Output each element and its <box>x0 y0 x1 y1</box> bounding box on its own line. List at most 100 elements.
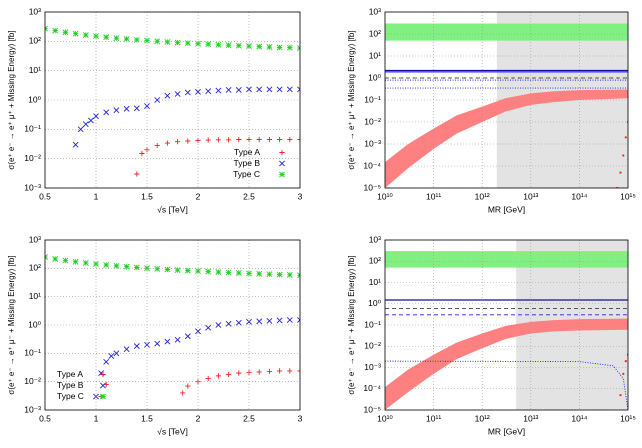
x-tick-label: 10¹¹ <box>426 191 441 201</box>
point <box>82 32 89 38</box>
y-tick-label: 10¹ <box>29 291 41 301</box>
y-tick-label: 10⁻² <box>364 341 381 351</box>
point <box>144 147 150 153</box>
point <box>77 126 84 133</box>
point <box>215 87 222 94</box>
point <box>286 44 293 51</box>
point <box>226 371 232 378</box>
frame <box>44 239 301 411</box>
point <box>236 136 242 143</box>
panel: 0.5 1 1.5 2 2.5 3 10⁻³ 10⁻² 10⁻¹ 10⁰ 10¹ 10² 10³ √s [… <box>7 6 303 214</box>
point <box>184 89 191 96</box>
point <box>144 103 150 110</box>
point <box>123 346 130 353</box>
y-tick-label: 10⁻² <box>364 116 381 126</box>
x-tick-label: 0.5 <box>39 413 51 423</box>
point <box>139 150 145 157</box>
point <box>246 86 252 93</box>
point <box>297 317 300 323</box>
point <box>286 317 293 323</box>
point <box>154 142 160 149</box>
point <box>154 38 161 45</box>
point <box>133 343 140 350</box>
frame <box>44 11 301 189</box>
point <box>184 333 191 340</box>
point <box>154 340 161 347</box>
point <box>256 43 263 50</box>
point <box>256 86 263 93</box>
band <box>385 251 628 268</box>
point <box>256 270 263 277</box>
point <box>185 383 191 389</box>
legend-marker <box>100 382 106 389</box>
y-tick-label: 10⁰ <box>368 298 381 308</box>
y-tick-label: 10³ <box>29 6 41 16</box>
y-tick-label: 10⁻¹ <box>24 348 41 358</box>
point <box>225 269 232 276</box>
point <box>205 137 211 143</box>
point <box>174 267 181 273</box>
point <box>624 136 627 139</box>
point <box>215 373 221 379</box>
point <box>72 258 79 265</box>
x-axis-label: √s [TeV] <box>157 204 188 214</box>
x-tick-label: 3 <box>298 191 303 201</box>
y-tick-label: 10⁻² <box>24 153 41 163</box>
y-tick-label: 10³ <box>369 6 381 16</box>
point <box>144 341 150 348</box>
x-tick-label: 2.5 <box>243 191 255 201</box>
point <box>123 105 130 112</box>
point <box>266 136 272 143</box>
point <box>205 324 212 331</box>
point <box>205 41 212 48</box>
point <box>144 37 150 44</box>
panel: 10¹⁰ 10¹¹ 10¹² 10¹³ 10¹⁴ 10¹⁵ 10⁻⁵ 10⁻⁴ 10⁻³ 10⁻²… <box>347 234 636 436</box>
point <box>123 263 130 270</box>
line <box>385 360 628 410</box>
legend-marker <box>279 160 285 167</box>
point <box>174 91 181 97</box>
point <box>297 136 300 143</box>
y-tick-label: 10⁻³ <box>24 182 41 192</box>
point <box>266 317 273 324</box>
x-tick-label: 10¹⁴ <box>571 413 587 423</box>
y-tick-label: 10¹ <box>29 65 41 75</box>
point <box>266 271 273 278</box>
point <box>164 140 170 146</box>
plot-area <box>385 12 628 188</box>
point <box>123 36 130 42</box>
point <box>205 88 212 95</box>
point <box>277 136 283 143</box>
point <box>619 171 622 174</box>
y-axis-label: σ(e⁺ e⁻ → e⁺ μ⁻ + Missing Energy) [fb] <box>347 255 356 394</box>
y-tick-label: 10³ <box>369 234 381 244</box>
y-tick-label: 10⁻¹ <box>24 124 41 134</box>
y-tick-label: 10⁻⁴ <box>363 160 381 170</box>
point <box>276 271 283 278</box>
point <box>235 269 242 276</box>
legend-marker <box>279 171 285 178</box>
point <box>624 360 627 363</box>
point <box>195 268 201 274</box>
x-tick-label: 1.5 <box>141 413 153 423</box>
point <box>205 375 211 382</box>
x-tick-label: 2 <box>196 191 201 201</box>
point <box>215 269 222 275</box>
y-tick-label: 10² <box>29 36 41 46</box>
point <box>174 39 181 46</box>
x-axis-label: MR [GeV] <box>488 426 525 436</box>
point <box>195 40 201 47</box>
point <box>225 87 232 93</box>
point <box>286 271 293 278</box>
point <box>184 40 191 47</box>
point <box>93 113 99 120</box>
y-tick-label: 10⁻¹ <box>364 94 381 104</box>
point <box>256 318 263 325</box>
point <box>72 141 79 148</box>
legend-label: Type B <box>234 158 261 168</box>
point <box>256 136 262 143</box>
point <box>276 44 283 51</box>
point <box>246 43 252 49</box>
point <box>195 88 201 95</box>
point <box>52 27 59 34</box>
